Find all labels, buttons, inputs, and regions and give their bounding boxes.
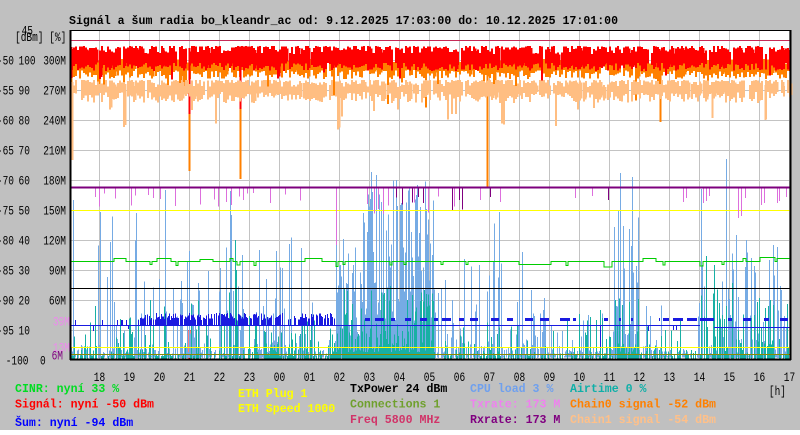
svg-text:-65: -65 [0,145,14,159]
svg-text:120M: 120M [43,235,66,249]
svg-text:60M: 60M [49,295,66,309]
svg-text:70: 70 [19,145,30,159]
svg-text:17: 17 [784,371,795,385]
svg-text:09: 09 [544,371,555,385]
svg-text:03: 03 [364,371,375,385]
svg-text:Txrate: 173 M: Txrate: 173 M [470,398,560,412]
svg-text:-60: -60 [0,115,14,129]
svg-text:-50: -50 [0,55,14,69]
svg-text:[dBm] [%]: [dBm] [%] [15,31,66,45]
svg-text:6M: 6M [52,350,63,364]
svg-text:Freq 5800 MHz: Freq 5800 MHz [350,413,440,427]
svg-text:ETH Speed 1000: ETH Speed 1000 [238,402,335,416]
svg-text:-70: -70 [0,175,14,189]
svg-text:60: 60 [19,175,30,189]
svg-text:CPU load 3 %: CPU load 3 % [470,382,554,396]
svg-text:240M: 240M [43,115,66,129]
svg-text:10: 10 [574,371,585,385]
svg-text:0: 0 [40,355,46,369]
svg-text:Chain1 signal -54 dBm: Chain1 signal -54 dBm [570,413,716,427]
svg-text:50: 50 [19,205,30,219]
svg-text:10: 10 [19,325,30,339]
svg-text:90M: 90M [49,265,66,279]
svg-text:00: 00 [274,371,285,385]
svg-text:90: 90 [19,85,30,99]
svg-text:16: 16 [754,371,765,385]
svg-text:13M: 13M [53,342,70,356]
svg-text:07: 07 [484,371,495,385]
svg-text:39M: 39M [53,316,70,330]
svg-text:14: 14 [694,371,705,385]
svg-text:[h]: [h] [769,385,786,399]
svg-text:-75: -75 [0,205,14,219]
svg-text:40: 40 [19,235,30,249]
svg-text:150M: 150M [43,205,66,219]
svg-text:04: 04 [394,371,405,385]
svg-text:-80: -80 [0,235,14,249]
svg-text:-55: -55 [0,85,14,99]
svg-text:-100: -100 [6,355,29,369]
svg-text:20: 20 [19,295,30,309]
svg-text:TxPower 24 dBm: TxPower 24 dBm [350,382,447,396]
svg-text:18: 18 [94,371,105,385]
svg-text:Signál: nyní -50 dBm: Signál: nyní -50 dBm [15,398,154,412]
svg-text:06: 06 [454,371,465,385]
svg-text:Chain0 signal -52 dBm: Chain0 signal -52 dBm [570,398,716,412]
svg-text:20: 20 [154,371,165,385]
svg-text:270M: 270M [43,85,66,99]
svg-text:Connections 1: Connections 1 [350,398,440,412]
svg-text:45: 45 [22,25,33,39]
svg-text:02: 02 [334,371,345,385]
svg-text:21: 21 [184,371,195,385]
svg-text:80: 80 [19,115,30,129]
svg-text:-95: -95 [0,325,14,339]
svg-text:15: 15 [724,371,735,385]
svg-text:01: 01 [304,371,315,385]
svg-text:Airtime 0 %: Airtime 0 % [570,382,647,396]
svg-text:12: 12 [634,371,645,385]
svg-text:-90: -90 [0,295,14,309]
svg-text:180M: 180M [43,175,66,189]
svg-text:08: 08 [514,371,525,385]
svg-text:Rxrate: 173 M: Rxrate: 173 M [470,413,560,427]
svg-text:-85: -85 [0,265,14,279]
svg-text:11: 11 [604,371,615,385]
svg-text:100: 100 [19,55,36,69]
svg-text:30: 30 [19,265,30,279]
svg-text:ETH Plug 1: ETH Plug 1 [238,387,308,401]
svg-text:Šum: nyní -94 dBm: Šum: nyní -94 dBm [15,415,133,430]
svg-text:Signál a šum radia bo_kleandr_: Signál a šum radia bo_kleandr_ac od: 9.1… [69,14,618,28]
svg-text:23: 23 [244,371,255,385]
svg-text:22: 22 [214,371,225,385]
svg-text:19: 19 [124,371,135,385]
svg-text:13: 13 [664,371,675,385]
svg-text:210M: 210M [43,145,66,159]
svg-text:05: 05 [424,371,435,385]
svg-text:300M: 300M [43,55,66,69]
svg-text:CINR: nyní 33 %: CINR: nyní 33 % [15,382,120,396]
